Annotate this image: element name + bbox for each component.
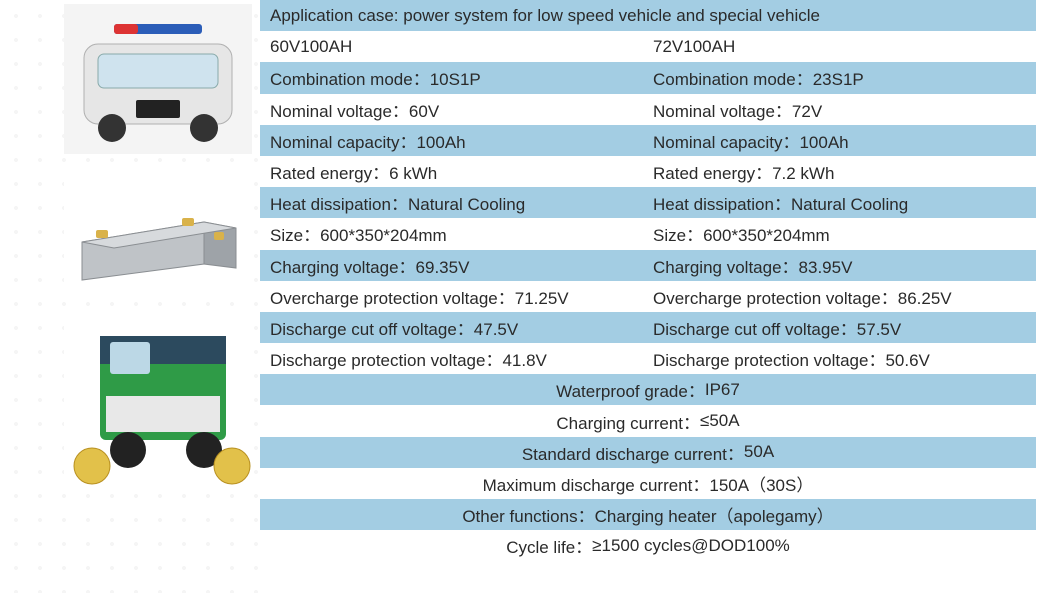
spec-label: Nominal voltage：	[653, 102, 792, 121]
spec-value: IP67	[705, 380, 740, 400]
spec-cell-right: Nominal voltage：72V	[653, 97, 1036, 122]
spec-row: Overcharge protection voltage：71.25VOver…	[260, 281, 1036, 312]
table-header: Application case: power system for low s…	[260, 0, 1036, 31]
spec-cell-left: Size：600*350*204mm	[270, 221, 653, 246]
spec-label: Other functions：	[462, 502, 594, 527]
spec-label: Size：	[270, 226, 320, 245]
spec-label: Nominal voltage：	[270, 102, 409, 121]
spec-value: 72V	[792, 102, 822, 121]
spec-label: Charging voltage：	[653, 258, 799, 277]
spec-value: ≤50A	[700, 411, 740, 431]
spec-label: Combination mode：	[270, 70, 430, 89]
spec-cell-left: Overcharge protection voltage：71.25V	[270, 284, 653, 309]
spec-value: 23S1P	[813, 70, 864, 89]
spec-cell-right: Rated energy：7.2 kWh	[653, 159, 1036, 184]
variant-title-left: 60V100AH	[270, 37, 653, 57]
spec-row: Nominal voltage：60VNominal voltage：72V	[260, 94, 1036, 125]
spec-cell-left: Discharge protection voltage：41.8V	[270, 346, 653, 371]
spec-value: 47.5V	[474, 320, 518, 339]
spec-cell-left: Nominal voltage：60V	[270, 97, 653, 122]
spec-label: Rated energy：	[653, 164, 772, 183]
product-image-vehicle-bottom	[64, 310, 252, 490]
spec-value: 6 kWh	[389, 164, 437, 183]
variant-title-row: 60V100AH 72V100AH	[260, 31, 1036, 62]
spec-value: 69.35V	[416, 258, 470, 277]
spec-value: Natural Cooling	[408, 195, 525, 214]
spec-cell-left: Rated energy：6 kWh	[270, 159, 653, 184]
spec-row: Nominal capacity：100AhNominal capacity：1…	[260, 125, 1036, 156]
spec-cell-right: Discharge protection voltage：50.6V	[653, 346, 1036, 371]
spec-cell-right: Overcharge protection voltage：86.25V	[653, 284, 1036, 309]
spec-cell-left: Heat dissipation：Natural Cooling	[270, 190, 653, 215]
spec-value: Charging heater（apolegamy）	[595, 502, 834, 527]
spec-value: 100Ah	[799, 133, 848, 152]
spec-label: Overcharge protection voltage：	[270, 289, 515, 308]
spec-row: Charging voltage：69.35VCharging voltage：…	[260, 250, 1036, 281]
spec-label: Charging current：	[556, 409, 700, 434]
spec-cell-right: Nominal capacity：100Ah	[653, 128, 1036, 153]
shared-spec-row: Other functions：Charging heater（apolegam…	[260, 499, 1036, 530]
spec-row: Heat dissipation：Natural CoolingHeat dis…	[260, 187, 1036, 218]
spec-value: 50A	[744, 442, 774, 462]
spec-cell-right: Size：600*350*204mm	[653, 221, 1036, 246]
spec-value: 71.25V	[515, 289, 569, 308]
spec-value: 10S1P	[430, 70, 481, 89]
spec-value: 50.6V	[885, 351, 929, 370]
spec-label: Cycle life：	[506, 533, 592, 558]
header-text: Application case: power system for low s…	[270, 6, 820, 26]
spec-cell-right: Combination mode：23S1P	[653, 65, 1036, 90]
spec-label: Heat dissipation：	[270, 195, 408, 214]
spec-cell-right: Discharge cut off voltage：57.5V	[653, 315, 1036, 340]
spec-label: Waterproof grade：	[556, 377, 705, 402]
shared-spec-row: Waterproof grade：IP67	[260, 374, 1036, 405]
spec-value: 600*350*204mm	[320, 226, 447, 245]
spec-label: Discharge cut off voltage：	[270, 320, 474, 339]
spec-label: Charging voltage：	[270, 258, 416, 277]
spec-row: Discharge protection voltage：41.8VDischa…	[260, 343, 1036, 374]
product-image-vehicle-top	[64, 4, 252, 154]
spec-value: 41.8V	[502, 351, 546, 370]
spec-cell-left: Nominal capacity：100Ah	[270, 128, 653, 153]
spec-label: Heat dissipation：	[653, 195, 791, 214]
shared-spec-row: Cycle life：≥1500 cycles@DOD100%	[260, 530, 1036, 561]
spec-label: Nominal capacity：	[270, 133, 416, 152]
image-column	[0, 0, 260, 561]
shared-spec-row: Maximum discharge current：150A（30S）	[260, 468, 1036, 499]
spec-value: Natural Cooling	[791, 195, 908, 214]
spec-label: Size：	[653, 226, 703, 245]
product-image-battery	[64, 172, 252, 292]
spec-label: Overcharge protection voltage：	[653, 289, 898, 308]
spec-label: Nominal capacity：	[653, 133, 799, 152]
spec-table: Application case: power system for low s…	[260, 0, 1060, 561]
spec-label: Standard discharge current：	[522, 440, 744, 465]
spec-label: Rated energy：	[270, 164, 389, 183]
spec-row: Combination mode：10S1PCombination mode：2…	[260, 62, 1036, 93]
spec-row: Discharge cut off voltage：47.5VDischarge…	[260, 312, 1036, 343]
shared-spec-row: Standard discharge current：50A	[260, 437, 1036, 468]
spec-value: 150A（30S）	[709, 471, 813, 496]
spec-label: Discharge cut off voltage：	[653, 320, 857, 339]
spec-cell-left: Discharge cut off voltage：47.5V	[270, 315, 653, 340]
spec-cell-left: Combination mode：10S1P	[270, 65, 653, 90]
spec-row: Rated energy：6 kWhRated energy：7.2 kWh	[260, 156, 1036, 187]
shared-spec-row: Charging current：≤50A	[260, 405, 1036, 436]
spec-value: 60V	[409, 102, 439, 121]
spec-value: 86.25V	[898, 289, 952, 308]
spec-cell-right: Heat dissipation：Natural Cooling	[653, 190, 1036, 215]
spec-label: Maximum discharge current：	[483, 471, 710, 496]
spec-cell-right: Charging voltage：83.95V	[653, 253, 1036, 278]
spec-value: 57.5V	[857, 320, 901, 339]
spec-value: 83.95V	[799, 258, 853, 277]
variant-title-right: 72V100AH	[653, 37, 1036, 57]
spec-label: Discharge protection voltage：	[653, 351, 885, 370]
spec-value: ≥1500 cycles@DOD100%	[592, 536, 790, 556]
spec-value: 600*350*204mm	[703, 226, 830, 245]
spec-value: 7.2 kWh	[772, 164, 834, 183]
spec-row: Size：600*350*204mmSize：600*350*204mm	[260, 218, 1036, 249]
spec-label: Combination mode：	[653, 70, 813, 89]
spec-label: Discharge protection voltage：	[270, 351, 502, 370]
spec-value: 100Ah	[416, 133, 465, 152]
spec-cell-left: Charging voltage：69.35V	[270, 253, 653, 278]
